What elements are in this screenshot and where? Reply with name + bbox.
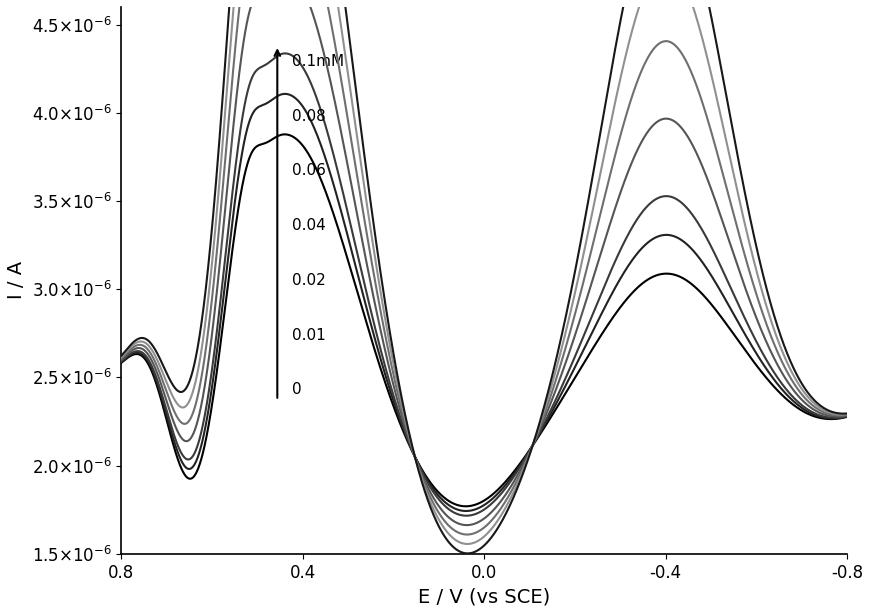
X-axis label: E / V (vs SCE): E / V (vs SCE) [417,587,549,606]
Text: 0.1mM: 0.1mM [291,54,343,69]
Text: 0.08: 0.08 [291,109,325,124]
Text: 0: 0 [291,383,301,397]
Text: 0.02: 0.02 [291,273,325,288]
Text: 0.04: 0.04 [291,218,325,233]
Text: 0.01: 0.01 [291,327,325,343]
Y-axis label: I / A: I / A [7,261,26,299]
Text: 0.06: 0.06 [291,164,325,178]
